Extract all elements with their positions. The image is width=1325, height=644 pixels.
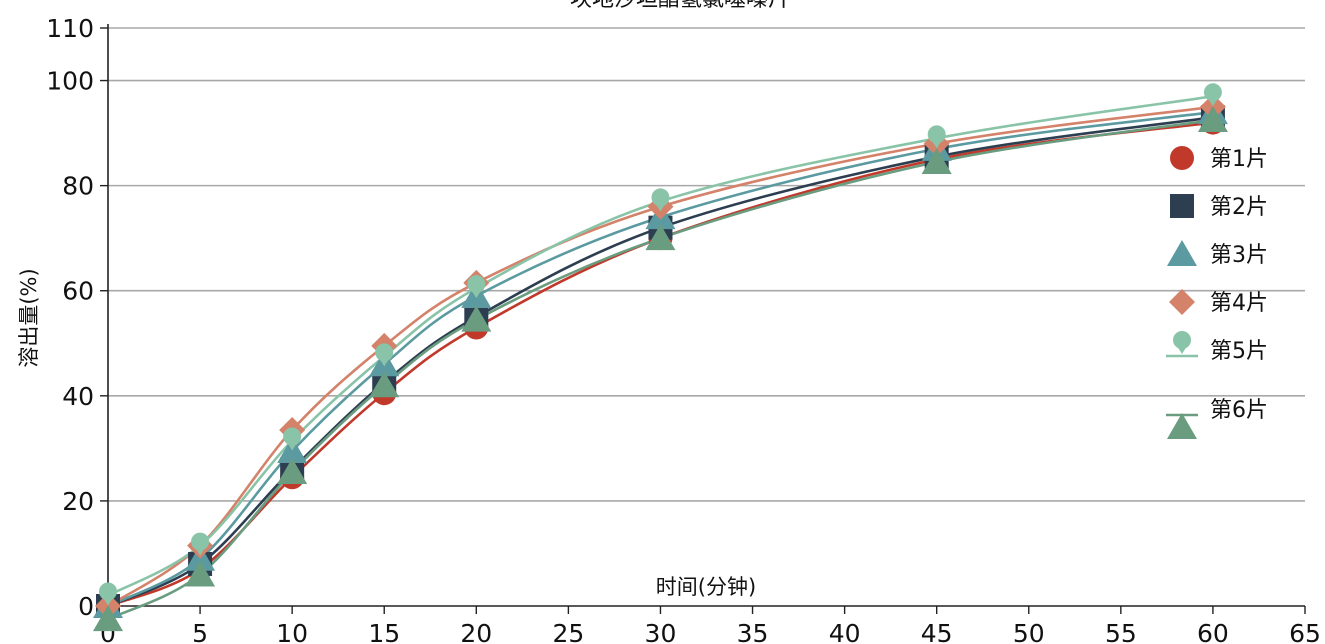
data-point-series-5 xyxy=(99,582,117,606)
legend-item-5[interactable]: 第5片 xyxy=(1166,331,1268,364)
series-markers xyxy=(93,83,1228,632)
data-point-series-6 xyxy=(277,458,308,485)
data-point-series-6 xyxy=(369,371,400,398)
x-tick-label: 50 xyxy=(1013,619,1045,644)
y-axis-title: 溶出量(%) xyxy=(17,268,41,367)
data-point-series-6 xyxy=(185,560,216,587)
y-tick-label: 100 xyxy=(46,67,94,96)
x-tick-label: 15 xyxy=(368,619,400,644)
legend-marker xyxy=(1167,413,1197,439)
legend-item-6[interactable]: 第6片 xyxy=(1166,398,1268,439)
x-tick-label: 60 xyxy=(1197,619,1229,644)
data-point-series-6 xyxy=(645,224,676,251)
x-tick-label: 35 xyxy=(737,619,769,644)
grid-lines xyxy=(108,27,1305,502)
y-tick-label: 80 xyxy=(62,172,94,201)
data-point-series-5 xyxy=(191,532,210,556)
y-tick-label: 20 xyxy=(62,487,94,516)
x-tick-label: 55 xyxy=(1105,619,1137,644)
legend-item-4[interactable]: 第4片 xyxy=(1169,289,1268,316)
y-tick-label: 110 xyxy=(46,14,94,43)
legend-marker xyxy=(1173,331,1191,354)
legend-label: 第6片 xyxy=(1210,398,1268,423)
x-tick-label: 30 xyxy=(645,619,677,644)
series-line-5 xyxy=(107,95,1214,597)
y-tick-label: 40 xyxy=(62,382,94,411)
legend-marker xyxy=(1170,146,1194,170)
x-tick-label: 20 xyxy=(460,619,492,644)
legend-label: 第4片 xyxy=(1210,291,1268,316)
x-tick-label: 25 xyxy=(552,619,584,644)
data-point-series-5 xyxy=(927,125,946,149)
data-point-series-6 xyxy=(921,147,952,174)
legend-label: 第5片 xyxy=(1210,339,1268,364)
x-tick-label: 10 xyxy=(276,619,308,644)
data-point-series-6 xyxy=(1197,105,1228,132)
x-tick-label: 40 xyxy=(829,619,861,644)
data-point-series-5 xyxy=(1203,83,1222,107)
data-point-series-5 xyxy=(283,427,302,451)
data-point-series-5 xyxy=(467,275,486,299)
x-tick-label: 5 xyxy=(192,619,208,644)
y-tick-label: 60 xyxy=(62,277,94,306)
legend-label: 第1片 xyxy=(1210,147,1268,172)
x-tick-label: 65 xyxy=(1289,619,1321,644)
legend-marker xyxy=(1169,289,1195,315)
legend-item-1[interactable]: 第1片 xyxy=(1170,146,1268,172)
x-axis-title: 时间(分钟) xyxy=(656,575,756,599)
chart-title: 坎地沙坦酯氢氯噻嗪片 xyxy=(570,0,790,12)
series-lines xyxy=(107,95,1214,621)
data-point-series-6 xyxy=(93,605,123,632)
legend-marker xyxy=(1170,194,1194,218)
data-point-series-5 xyxy=(651,188,670,212)
series-line-4 xyxy=(107,105,1214,608)
data-point-series-5 xyxy=(375,343,394,367)
legend-item-3[interactable]: 第3片 xyxy=(1167,240,1268,268)
legend-label: 第3片 xyxy=(1210,243,1268,268)
data-point-series-6 xyxy=(461,305,492,332)
legend-item-2[interactable]: 第2片 xyxy=(1170,194,1268,220)
y-tick-label: 0 xyxy=(78,592,94,621)
legend-label: 第2片 xyxy=(1210,195,1268,220)
legend-marker xyxy=(1167,240,1197,266)
x-tick-label: 45 xyxy=(921,619,953,644)
